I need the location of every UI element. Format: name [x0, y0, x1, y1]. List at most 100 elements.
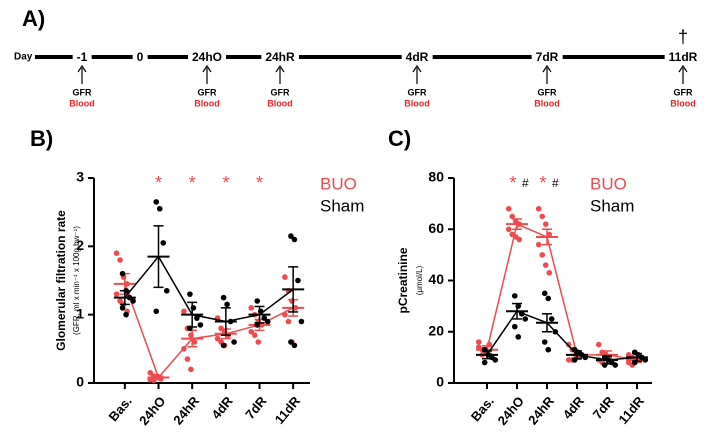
data-point — [251, 332, 258, 338]
data-point — [642, 357, 649, 363]
error-bar — [542, 228, 552, 246]
data-point — [291, 342, 298, 349]
y-tick-label: 80 — [428, 169, 444, 185]
legend-label: Sham — [590, 196, 634, 215]
data-point — [545, 346, 552, 353]
legend-label: BUO — [320, 174, 357, 193]
data-point — [516, 236, 523, 243]
y-axis-sublabel: (µmol/L) — [415, 265, 424, 295]
data-point — [220, 294, 227, 301]
panel-label: C) — [388, 126, 411, 151]
label-background — [72, 49, 92, 65]
data-point — [264, 318, 271, 325]
legend-label: Sham — [320, 196, 364, 215]
y-tick-label: 1 — [76, 305, 84, 321]
y-tick-label: 0 — [76, 374, 84, 390]
data-point — [117, 298, 123, 304]
arrow-head — [412, 64, 422, 73]
measure-label: GFR — [198, 87, 217, 97]
data-point — [282, 274, 288, 280]
data-point — [288, 339, 294, 345]
error-bar — [632, 352, 642, 362]
label-background — [261, 49, 300, 65]
data-point — [541, 290, 548, 297]
data-point — [565, 341, 572, 348]
data-point — [595, 341, 602, 348]
data-point — [539, 252, 546, 258]
y-axis-label: Glomerular filtration rate — [54, 210, 68, 351]
data-point — [147, 369, 154, 376]
significance-marker: * — [222, 173, 229, 193]
data-point — [509, 213, 516, 220]
data-point — [191, 339, 198, 345]
y-tick-label: 3 — [76, 169, 84, 185]
significance-marker: * — [539, 173, 546, 193]
data-point — [612, 362, 619, 368]
label-background — [664, 49, 702, 65]
data-point — [113, 250, 120, 256]
data-point — [184, 356, 191, 362]
data-point — [481, 359, 488, 366]
timepoint-label: 0 — [137, 50, 144, 64]
data-point — [505, 226, 512, 233]
y-tick-label: 40 — [428, 271, 444, 287]
data-point — [153, 199, 160, 205]
data-point — [541, 339, 548, 345]
data-point — [295, 277, 301, 284]
measure-label: Blood — [69, 98, 95, 108]
data-point — [288, 233, 294, 239]
data-point — [285, 318, 292, 325]
data-point — [542, 221, 549, 227]
measure-label: Blood — [267, 98, 293, 108]
data-point — [505, 205, 512, 212]
y-tick-label: 0 — [436, 374, 444, 390]
day-label: Day — [14, 52, 33, 63]
data-point — [117, 257, 123, 263]
data-point — [511, 293, 518, 299]
data-point — [153, 308, 160, 315]
data-point — [188, 366, 194, 373]
timepoint-label: 11dR — [669, 50, 698, 64]
data-point — [248, 328, 255, 335]
significance-marker: * — [256, 173, 263, 193]
data-point — [535, 205, 542, 212]
error-bar — [512, 218, 522, 230]
error-bar — [187, 301, 198, 328]
timepoint-label: 7dR — [536, 50, 559, 64]
timepoint-label: 24hR — [265, 50, 295, 64]
measure-label: GFR — [271, 87, 290, 97]
measure-label: GFR — [408, 87, 427, 97]
data-point — [475, 339, 482, 345]
arrow-head — [202, 64, 212, 73]
measure-label: GFR — [674, 87, 693, 97]
data-point — [255, 339, 262, 345]
data-point — [119, 305, 126, 311]
error-bar — [542, 313, 552, 333]
significance-marker: # — [522, 176, 529, 190]
data-point — [214, 335, 221, 342]
timepoint-label: 24hO — [192, 50, 222, 64]
data-point — [515, 334, 522, 340]
timepoint-label: 4dR — [406, 50, 429, 64]
error-bar — [572, 350, 582, 360]
error-bar — [153, 375, 164, 380]
data-point — [220, 342, 227, 349]
error-bar — [119, 290, 130, 306]
measure-label: GFR — [538, 87, 557, 97]
data-point — [163, 287, 170, 294]
data-point — [156, 205, 163, 212]
label-background — [132, 49, 148, 65]
error-bar — [602, 355, 612, 365]
data-point — [248, 305, 255, 311]
y-axis-sublabel: (GFR, ml x min⁻¹ x 100g bw⁻¹) — [72, 226, 81, 335]
legend-label: BUO — [590, 174, 627, 193]
arrow-head — [275, 64, 285, 73]
measure-label: GFR — [73, 87, 92, 97]
significance-marker: * — [155, 173, 162, 193]
error-bar — [482, 350, 492, 360]
error-bar — [512, 302, 522, 320]
measure-label: Blood — [194, 98, 220, 108]
label-background — [187, 49, 227, 65]
